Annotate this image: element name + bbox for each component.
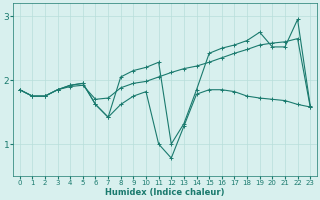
X-axis label: Humidex (Indice chaleur): Humidex (Indice chaleur) <box>105 188 225 197</box>
